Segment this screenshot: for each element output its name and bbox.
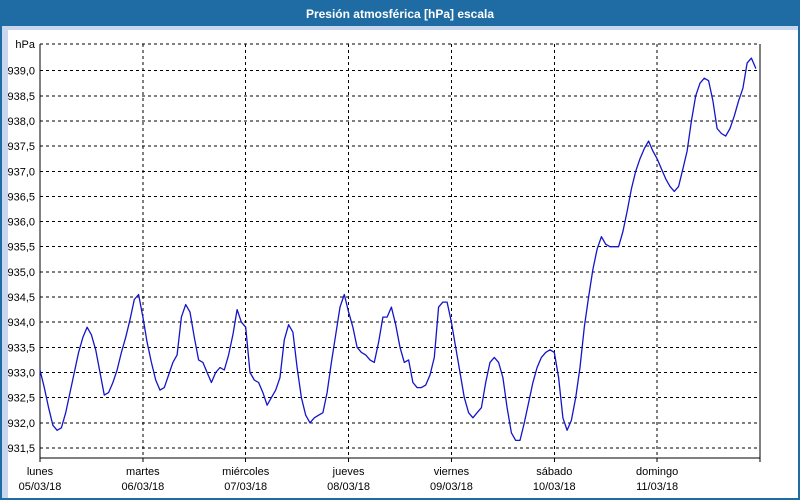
day-name-label: jueves (332, 466, 365, 478)
y-tick-label: 936,0 (7, 217, 35, 229)
day-date-label: 09/03/18 (430, 481, 473, 493)
day-date-label: 11/03/18 (636, 481, 678, 493)
y-tick-label: 935,5 (7, 242, 35, 254)
day-date-label: 10/03/18 (533, 481, 576, 493)
y-tick-label: 932,5 (7, 393, 35, 405)
pressure-line (39, 57, 757, 442)
y-tick-label: 938,5 (7, 91, 35, 103)
y-tick-label: 937,5 (7, 141, 35, 153)
y-tick-label: 936,5 (7, 191, 35, 203)
y-tick-label: 933,5 (7, 342, 35, 354)
day-name-label: miércoles (222, 466, 270, 478)
y-tick-label: 934,0 (7, 317, 35, 329)
y-tick-label: 935,0 (7, 267, 35, 279)
day-date-label: 07/03/18 (224, 481, 267, 493)
y-tick-label: 937,0 (7, 166, 35, 178)
window-title: Presión atmosférica [hPa] escala (305, 7, 495, 21)
y-tick-label: 934,5 (7, 292, 35, 304)
day-name-label: martes (126, 466, 160, 478)
y-tick-label: 938,0 (7, 116, 35, 128)
y-axis-unit-label: hPa (15, 39, 35, 51)
y-tick-label: 939,0 (7, 66, 35, 78)
chart-panel (8, 30, 797, 497)
day-name-label: lunes (27, 466, 54, 478)
y-tick-label: 933,0 (7, 367, 35, 379)
day-name-label: viernes (434, 466, 470, 478)
top-margin-strip (2, 26, 798, 30)
day-date-label: 06/03/18 (121, 481, 164, 493)
title-bar: Presión atmosférica [hPa] escala (2, 2, 798, 26)
day-date-label: 08/03/18 (327, 481, 370, 493)
left-margin-strip (2, 26, 8, 498)
day-date-label: 05/03/18 (19, 481, 62, 493)
day-name-label: sábado (536, 466, 572, 478)
y-tick-label: 931,5 (7, 443, 35, 455)
day-name-label: domingo (636, 466, 678, 478)
y-tick-label: 932,0 (7, 418, 35, 430)
